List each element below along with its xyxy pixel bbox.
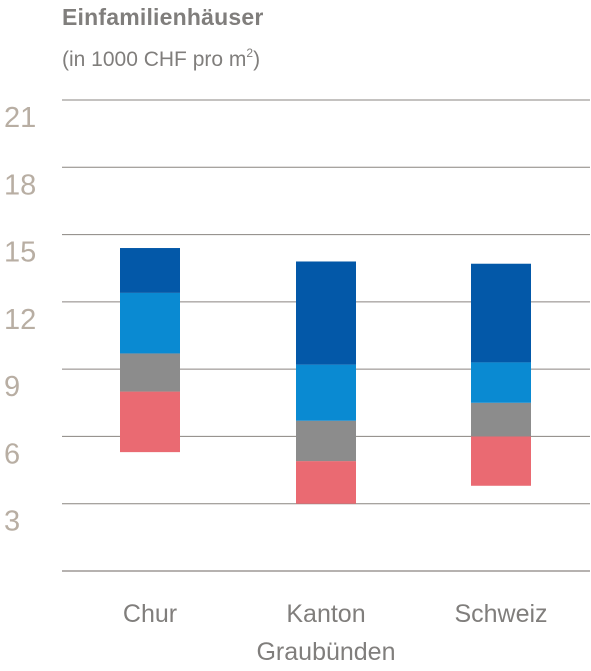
subtitle-text: (in 1000 CHF pro m bbox=[62, 48, 247, 71]
bar-segment bbox=[120, 353, 180, 392]
y-tick-label: 3 bbox=[4, 506, 20, 538]
subtitle-closing: ) bbox=[253, 48, 261, 71]
bar-segment bbox=[120, 292, 180, 354]
x-tick-label: Schweiz bbox=[454, 600, 547, 628]
y-tick-label: 15 bbox=[4, 237, 36, 269]
bar-segment bbox=[296, 420, 356, 462]
bar-segment bbox=[296, 364, 356, 421]
bar-segment bbox=[471, 263, 531, 363]
bar-segment bbox=[120, 391, 180, 453]
bar-segment bbox=[296, 261, 356, 365]
bar-segment bbox=[471, 402, 531, 437]
x-tick-label: Graubünden bbox=[256, 638, 395, 666]
bar-segment bbox=[471, 362, 531, 403]
y-tick-label: 12 bbox=[4, 304, 36, 336]
chart-subtitle: (in 1000 CHF pro m2) bbox=[62, 46, 260, 72]
x-tick-label: Kanton bbox=[286, 600, 365, 628]
bar-segment bbox=[120, 248, 180, 293]
x-tick-label: Chur bbox=[123, 600, 177, 628]
y-tick-label: 9 bbox=[4, 371, 20, 403]
y-tick-label: 6 bbox=[4, 438, 20, 470]
y-tick-label: 21 bbox=[4, 102, 36, 134]
y-tick-label: 18 bbox=[4, 169, 36, 201]
bar-segment bbox=[471, 436, 531, 486]
chart-title: Einfamilienhäuser bbox=[62, 4, 264, 30]
subtitle-superscript: 2 bbox=[246, 46, 254, 60]
bar-segment bbox=[296, 461, 356, 504]
